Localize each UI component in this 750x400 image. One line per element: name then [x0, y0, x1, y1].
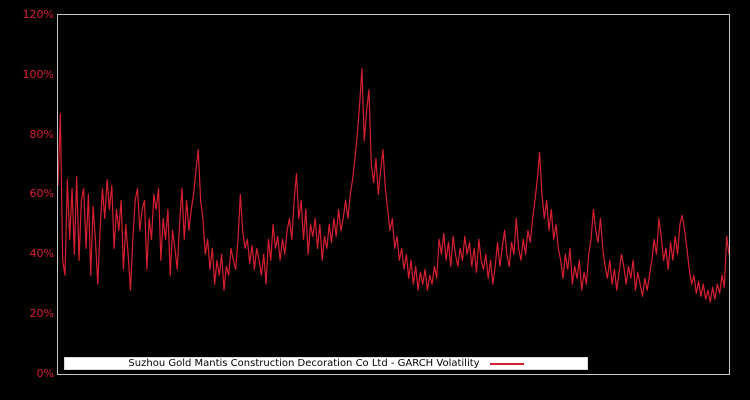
- legend-label: Suzhou Gold Mantis Construction Decorati…: [128, 358, 480, 369]
- y-tick-label: 80%: [29, 128, 54, 141]
- y-tick-label: 120%: [22, 8, 54, 21]
- volatility-chart-canvas: [58, 68, 729, 303]
- y-tick-label: 0%: [36, 367, 54, 380]
- volatility-series-line: [58, 68, 729, 303]
- y-tick-label: 40%: [29, 247, 54, 260]
- plot-area: Suzhou Gold Mantis Construction Decorati…: [57, 14, 730, 375]
- y-tick-label: 20%: [29, 307, 54, 320]
- y-tick-label: 100%: [22, 68, 54, 81]
- legend-box: Suzhou Gold Mantis Construction Decorati…: [64, 357, 588, 370]
- y-tick-label: 60%: [29, 187, 54, 200]
- legend-line-swatch-icon: [489, 362, 524, 365]
